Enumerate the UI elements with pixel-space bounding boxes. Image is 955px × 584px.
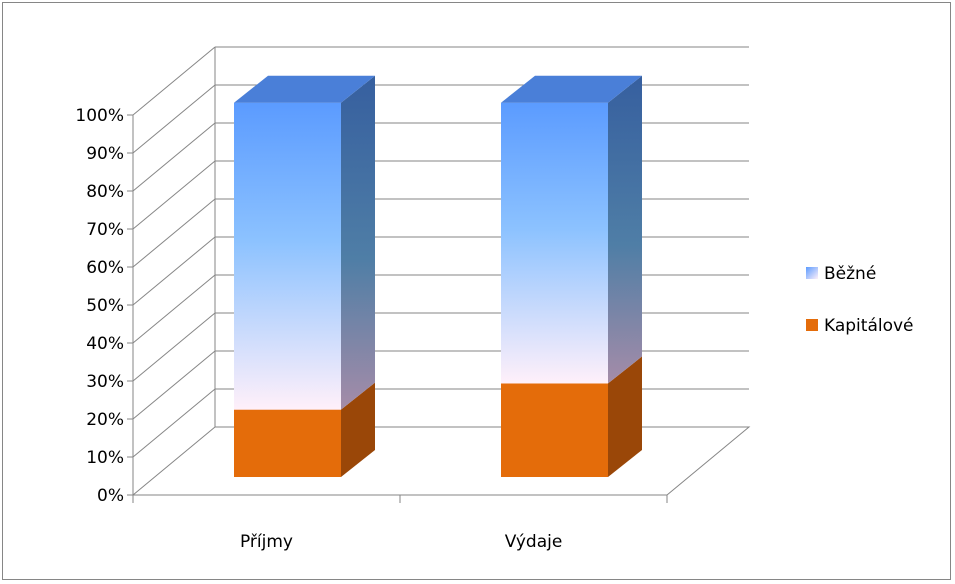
gridline-side <box>132 160 216 230</box>
bar-top-Běžné <box>234 75 375 103</box>
gridline-side <box>132 350 216 420</box>
gridline-side <box>132 274 216 344</box>
bar-segment-front-Kapitálové <box>501 383 608 477</box>
y-tick-label: 60% <box>86 258 124 278</box>
y-tick-label: 90% <box>86 144 124 164</box>
legend-item-kapitalove: Kapitálové <box>806 316 914 336</box>
bar-segment-side-Kapitálové <box>341 382 375 477</box>
chart-walls <box>131 47 751 496</box>
bar-segment-side-Kapitálové <box>608 356 642 477</box>
bar-segment-front-Kapitálové <box>234 409 341 477</box>
bar-segment-side-Běžné <box>341 75 375 410</box>
bar-Výdaje <box>501 75 642 477</box>
y-tick-label: 30% <box>86 372 124 392</box>
y-tick-label: 50% <box>86 296 124 316</box>
bar-Příjmy <box>234 75 375 477</box>
y-tick-label: 40% <box>86 334 124 354</box>
bar-segment-front-Běžné <box>234 102 341 410</box>
gridline-side <box>132 236 216 306</box>
gridline-side <box>132 46 216 116</box>
gridlines <box>132 46 749 458</box>
x-axis: Příjmy Výdaje <box>132 494 668 552</box>
y-tick-label: 0% <box>97 486 124 506</box>
bar-top-Běžné <box>501 75 642 103</box>
gridline-side <box>132 84 216 154</box>
gridline-side <box>132 122 216 192</box>
gridline-side <box>132 312 216 382</box>
x-tick-label: Příjmy <box>240 532 293 552</box>
x-tick-label: Výdaje <box>505 532 563 552</box>
legend-swatch-bezne <box>806 267 818 279</box>
legend-item-bezne: Běžné <box>806 264 876 284</box>
legend: Běžné Kapitálové <box>806 264 914 336</box>
y-tick-label: 20% <box>86 410 124 430</box>
y-tick-label: 10% <box>86 448 124 468</box>
y-tick-label: 80% <box>86 182 124 202</box>
floor <box>131 426 751 496</box>
legend-label-bezne: Běžné <box>824 264 876 284</box>
gridline-side <box>132 198 216 268</box>
bars <box>234 75 642 477</box>
bar-segment-side-Běžné <box>608 75 642 384</box>
legend-label-kapitalove: Kapitálové <box>824 316 914 336</box>
legend-swatch-kapitalove <box>806 319 818 331</box>
y-tick-label: 70% <box>86 220 124 240</box>
bar-segment-front-Běžné <box>501 102 608 384</box>
gridline-side <box>132 388 216 458</box>
y-axis: 0% 10% 20% 30% 40% 50% 60% 70% 80% 90% 100% <box>75 106 133 506</box>
y-tick-label: 100% <box>75 106 124 126</box>
